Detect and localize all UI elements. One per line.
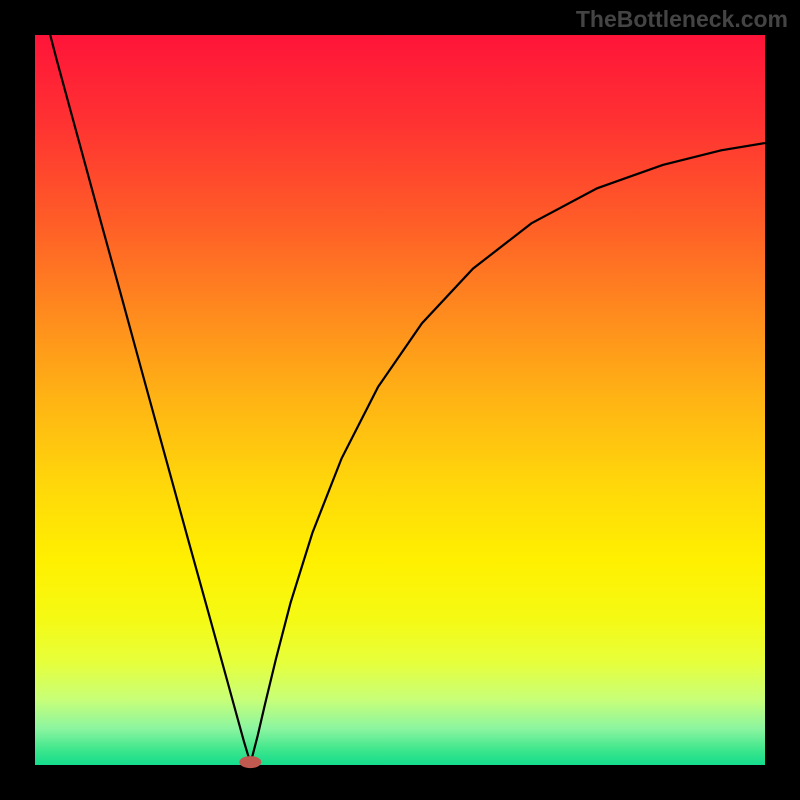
bottleneck-plot-svg: [0, 0, 800, 800]
watermark-text: TheBottleneck.com: [576, 6, 788, 33]
bottleneck-chart-frame: TheBottleneck.com: [0, 0, 800, 800]
optimal-point-marker: [239, 756, 261, 768]
plot-gradient-background: [35, 35, 765, 765]
